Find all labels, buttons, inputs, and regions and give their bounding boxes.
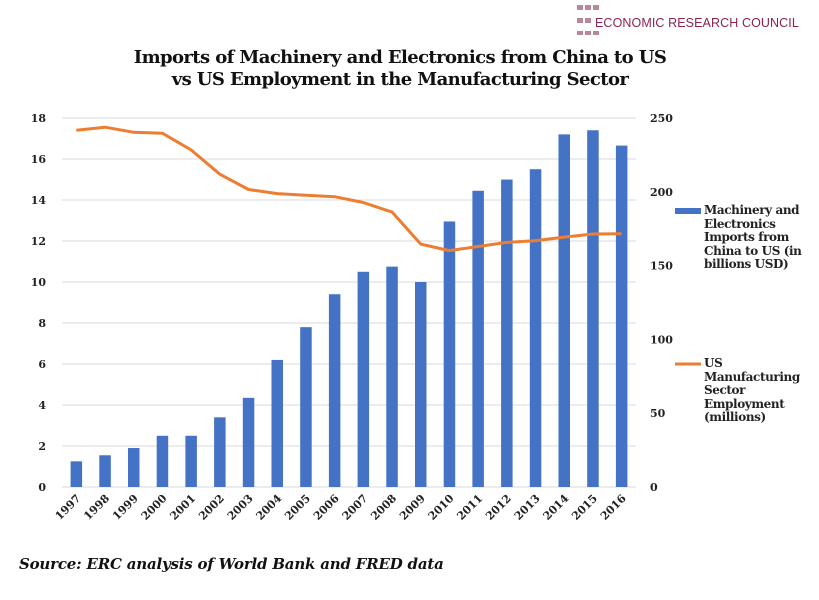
legend-markers bbox=[675, 208, 701, 366]
x-axis-tick-label: 2005 bbox=[282, 492, 313, 523]
x-axis-tick-label: 2006 bbox=[311, 492, 342, 523]
bar bbox=[214, 417, 226, 487]
x-axis-tick-label: 2013 bbox=[512, 492, 543, 523]
source-note: Source: ERC analysis of World Bank and F… bbox=[19, 555, 444, 573]
x-axis-tick-label: 2002 bbox=[196, 492, 227, 523]
left-axis-tick-label: 4 bbox=[38, 399, 46, 412]
x-axis-tick-label: 2010 bbox=[426, 492, 457, 523]
legend-line: (millions) bbox=[704, 410, 766, 424]
left-axis-tick-label: 2 bbox=[38, 440, 46, 453]
right-axis-tick-label: 250 bbox=[650, 112, 673, 125]
logo-square-icon bbox=[577, 18, 583, 23]
right-axis: 0 50 100 150 200 250 bbox=[650, 112, 673, 494]
legend-line: Employment bbox=[704, 396, 785, 411]
x-axis-tick-label: 2000 bbox=[139, 492, 170, 523]
bar bbox=[615, 145, 628, 487]
bar bbox=[386, 266, 398, 487]
left-axis-tick-label: 0 bbox=[38, 481, 46, 494]
bar bbox=[271, 359, 283, 487]
left-axis: 0 2 4 6 8 10 12 14 16 18 bbox=[31, 112, 47, 494]
legend-line: billions USD) bbox=[704, 257, 789, 271]
x-axis-tick-label: 2016 bbox=[598, 492, 629, 523]
legend-line: Manufacturing bbox=[704, 369, 800, 384]
chart-title-line-2: vs US Employment in the Manufacturing Se… bbox=[171, 69, 629, 90]
logo-square-icon bbox=[585, 5, 591, 10]
chart-title-line-1: Imports of Machinery and Electronics fro… bbox=[133, 47, 667, 68]
logo-text: ECONOMIC RESEARCH COUNCIL bbox=[595, 16, 799, 30]
x-axis-tick-label: 1999 bbox=[110, 492, 141, 523]
legend-line: China to US (in bbox=[704, 243, 802, 258]
left-axis-tick-label: 18 bbox=[31, 112, 47, 125]
legend-line: Machinery and bbox=[704, 203, 800, 217]
left-axis-tick-label: 6 bbox=[38, 358, 46, 371]
x-axis-tick-label: 2012 bbox=[483, 492, 514, 523]
line-series bbox=[76, 125, 622, 253]
x-axis-tick-label: 2004 bbox=[254, 492, 285, 523]
employment-line bbox=[76, 125, 622, 253]
logo-square-icon bbox=[585, 18, 591, 23]
bar bbox=[443, 221, 456, 488]
legend-label-imports: Machinery and Electronics Imports from C… bbox=[704, 203, 802, 272]
left-axis-tick-label: 10 bbox=[31, 276, 47, 289]
left-axis-tick-label: 14 bbox=[31, 194, 47, 207]
bar bbox=[415, 281, 427, 487]
legend-line: Sector bbox=[704, 383, 746, 397]
legend-bar-swatch-icon bbox=[675, 208, 701, 214]
x-axis-tick-label: 2011 bbox=[454, 492, 485, 523]
x-axis-tick-label: 2009 bbox=[397, 492, 428, 523]
right-axis-tick-label: 100 bbox=[650, 333, 673, 346]
bar bbox=[99, 455, 111, 487]
x-axis: 1997199819992000200120022003200420052006… bbox=[53, 492, 629, 523]
logo-square-icon bbox=[577, 31, 583, 35]
bar bbox=[242, 397, 255, 487]
bar bbox=[128, 448, 140, 487]
bar bbox=[501, 179, 513, 487]
left-axis-tick-label: 12 bbox=[31, 235, 46, 248]
bar bbox=[472, 190, 484, 488]
bar bbox=[185, 435, 197, 487]
legend-label-employment: US Manufacturing Sector Employment (mill… bbox=[704, 356, 800, 425]
right-axis-tick-label: 150 bbox=[650, 260, 673, 273]
bar bbox=[328, 294, 341, 487]
left-axis-tick-label: 8 bbox=[38, 317, 46, 330]
x-axis-tick-label: 2003 bbox=[225, 492, 256, 523]
logo-square-icon bbox=[577, 5, 583, 10]
logo-square-icon bbox=[585, 31, 591, 35]
x-axis-tick-label: 1997 bbox=[53, 492, 84, 523]
bar bbox=[357, 271, 370, 487]
x-axis-tick-label: 2008 bbox=[368, 492, 399, 523]
legend-line: Electronics bbox=[704, 216, 776, 231]
bar bbox=[587, 130, 599, 487]
legend-line: US bbox=[704, 356, 723, 370]
x-axis-tick-label: 2015 bbox=[569, 492, 600, 523]
bar bbox=[558, 134, 570, 487]
x-axis-tick-label: 2001 bbox=[167, 492, 198, 523]
bar bbox=[300, 327, 312, 487]
left-axis-tick-label: 16 bbox=[31, 153, 47, 166]
bar-series bbox=[70, 130, 628, 488]
x-axis-tick-label: 2007 bbox=[340, 492, 371, 523]
right-axis-tick-label: 0 bbox=[650, 481, 658, 494]
right-axis-tick-label: 50 bbox=[650, 407, 666, 420]
bar bbox=[70, 461, 83, 487]
logo-square-icon bbox=[593, 31, 599, 35]
legend-line: Imports from bbox=[704, 230, 789, 244]
x-axis-tick-label: 1998 bbox=[81, 492, 112, 523]
bar bbox=[529, 169, 542, 487]
x-axis-tick-label: 2014 bbox=[541, 492, 572, 523]
gridlines bbox=[62, 117, 636, 488]
right-axis-tick-label: 200 bbox=[650, 186, 673, 199]
chart-title: Imports of Machinery and Electronics fro… bbox=[0, 47, 800, 91]
bar bbox=[156, 435, 169, 487]
logo-square-icon bbox=[593, 5, 599, 10]
